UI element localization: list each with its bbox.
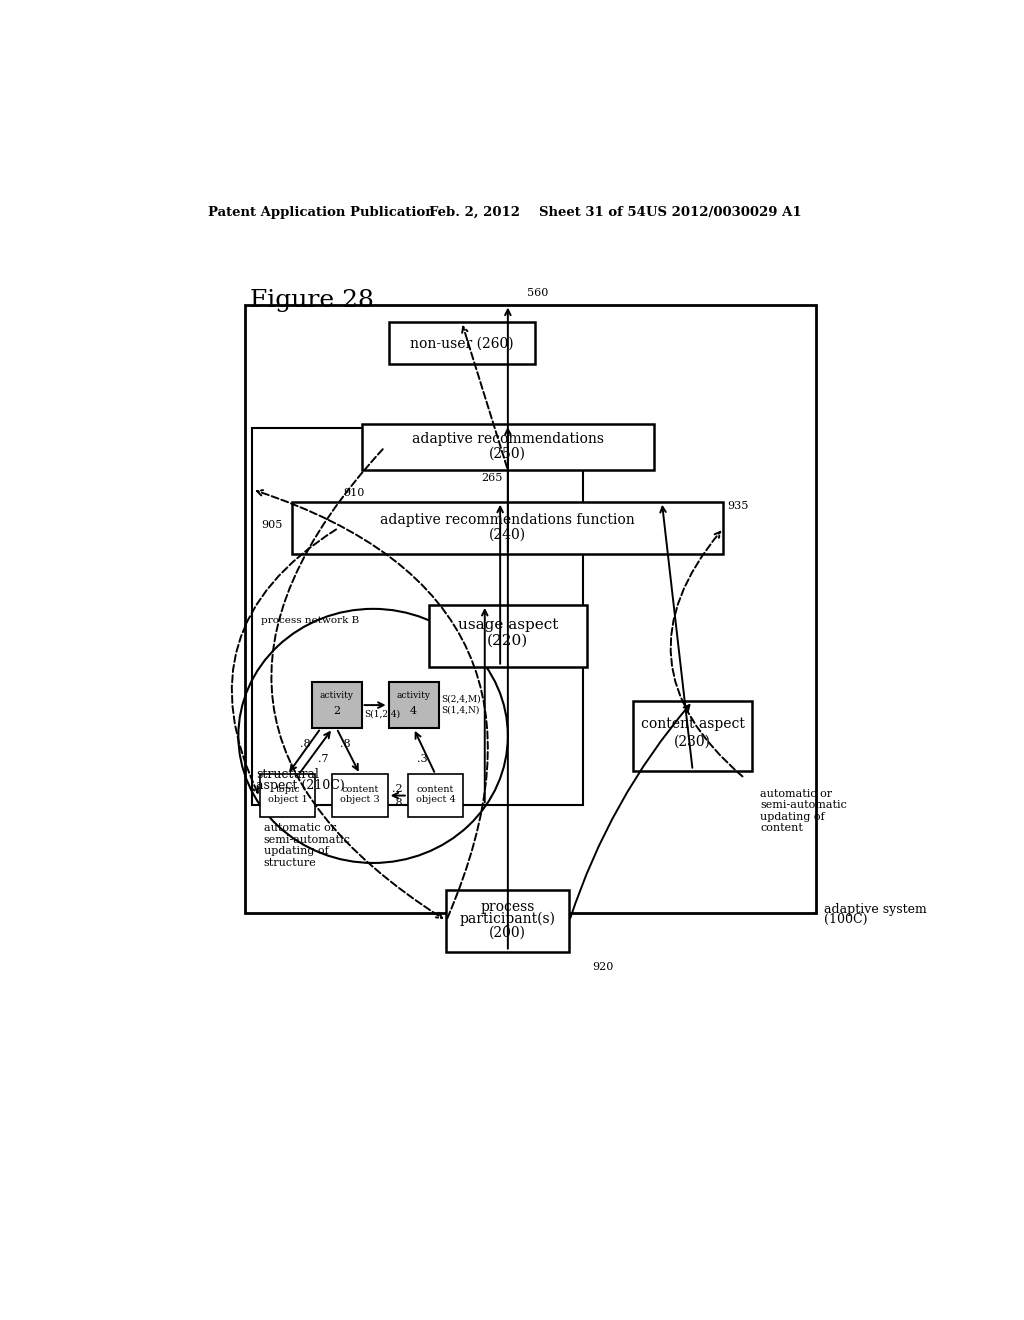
Text: content: content [760, 824, 803, 833]
Text: adaptive recommendations: adaptive recommendations [412, 433, 604, 446]
Text: (250): (250) [489, 446, 526, 461]
Text: non-user (260): non-user (260) [410, 337, 513, 350]
Text: process: process [480, 900, 536, 913]
Text: 560: 560 [527, 288, 549, 298]
Text: S(1,4,N): S(1,4,N) [441, 705, 480, 714]
Text: Figure 28: Figure 28 [250, 289, 374, 313]
Text: (230): (230) [674, 734, 711, 748]
Text: updating of: updating of [264, 846, 329, 857]
Text: content: content [341, 785, 379, 795]
Text: US 2012/0030029 A1: US 2012/0030029 A1 [646, 206, 802, 219]
Bar [333, 775, 388, 817]
Text: .2: .2 [392, 784, 403, 793]
Text: participant(s): participant(s) [460, 912, 556, 927]
Text: 910: 910 [343, 488, 365, 499]
Text: (220): (220) [487, 634, 528, 647]
Text: content aspect: content aspect [641, 717, 744, 731]
Bar [388, 682, 438, 729]
Text: adaptive system: adaptive system [823, 903, 927, 916]
Text: .8: .8 [300, 739, 310, 748]
Text: adaptive recommendations function: adaptive recommendations function [381, 513, 635, 527]
Text: .8: .8 [392, 797, 403, 808]
Bar [245, 305, 816, 913]
Text: Feb. 2, 2012: Feb. 2, 2012 [429, 206, 520, 219]
Text: .7: .7 [317, 754, 329, 764]
Text: activity: activity [396, 692, 430, 701]
Text: (200): (200) [489, 925, 526, 940]
Text: object 3: object 3 [340, 796, 380, 804]
Bar [446, 890, 569, 952]
Text: process network B: process network B [261, 616, 359, 624]
Bar [388, 322, 535, 364]
Text: structure: structure [264, 858, 316, 869]
Text: .3: .3 [418, 754, 428, 764]
Text: 920: 920 [593, 962, 614, 972]
Bar [292, 502, 724, 554]
Text: aspect (210C): aspect (210C) [256, 779, 345, 792]
Text: semi-automatic: semi-automatic [264, 834, 350, 845]
Text: topic: topic [275, 785, 300, 795]
Bar [260, 775, 315, 817]
Text: automatic or: automatic or [760, 788, 833, 799]
Bar [633, 701, 753, 771]
Bar [361, 424, 654, 470]
Text: 265: 265 [481, 473, 503, 483]
Bar [429, 605, 587, 667]
Text: semi-automatic: semi-automatic [760, 800, 847, 810]
Text: object 4: object 4 [416, 796, 456, 804]
Text: structural: structural [256, 768, 318, 781]
Text: object 1: object 1 [267, 796, 307, 804]
Text: 935: 935 [727, 500, 749, 511]
Text: content: content [417, 785, 455, 795]
Text: 2: 2 [333, 706, 340, 717]
Bar [252, 428, 584, 805]
Text: automatic or: automatic or [264, 824, 336, 833]
Text: (100C): (100C) [823, 913, 867, 927]
Text: (240): (240) [489, 528, 526, 543]
Text: updating of: updating of [760, 812, 824, 822]
Text: .8: .8 [340, 739, 351, 748]
Text: 905: 905 [261, 520, 283, 529]
Text: Sheet 31 of 54: Sheet 31 of 54 [539, 206, 645, 219]
Text: usage aspect: usage aspect [458, 618, 558, 632]
Text: 4: 4 [410, 706, 417, 717]
Text: S(1,2,4): S(1,2,4) [364, 710, 400, 719]
Text: Patent Application Publication: Patent Application Publication [208, 206, 434, 219]
Text: S(2,4,M): S(2,4,M) [441, 694, 481, 704]
Bar [408, 775, 463, 817]
Bar [311, 682, 361, 729]
Text: activity: activity [319, 692, 353, 701]
